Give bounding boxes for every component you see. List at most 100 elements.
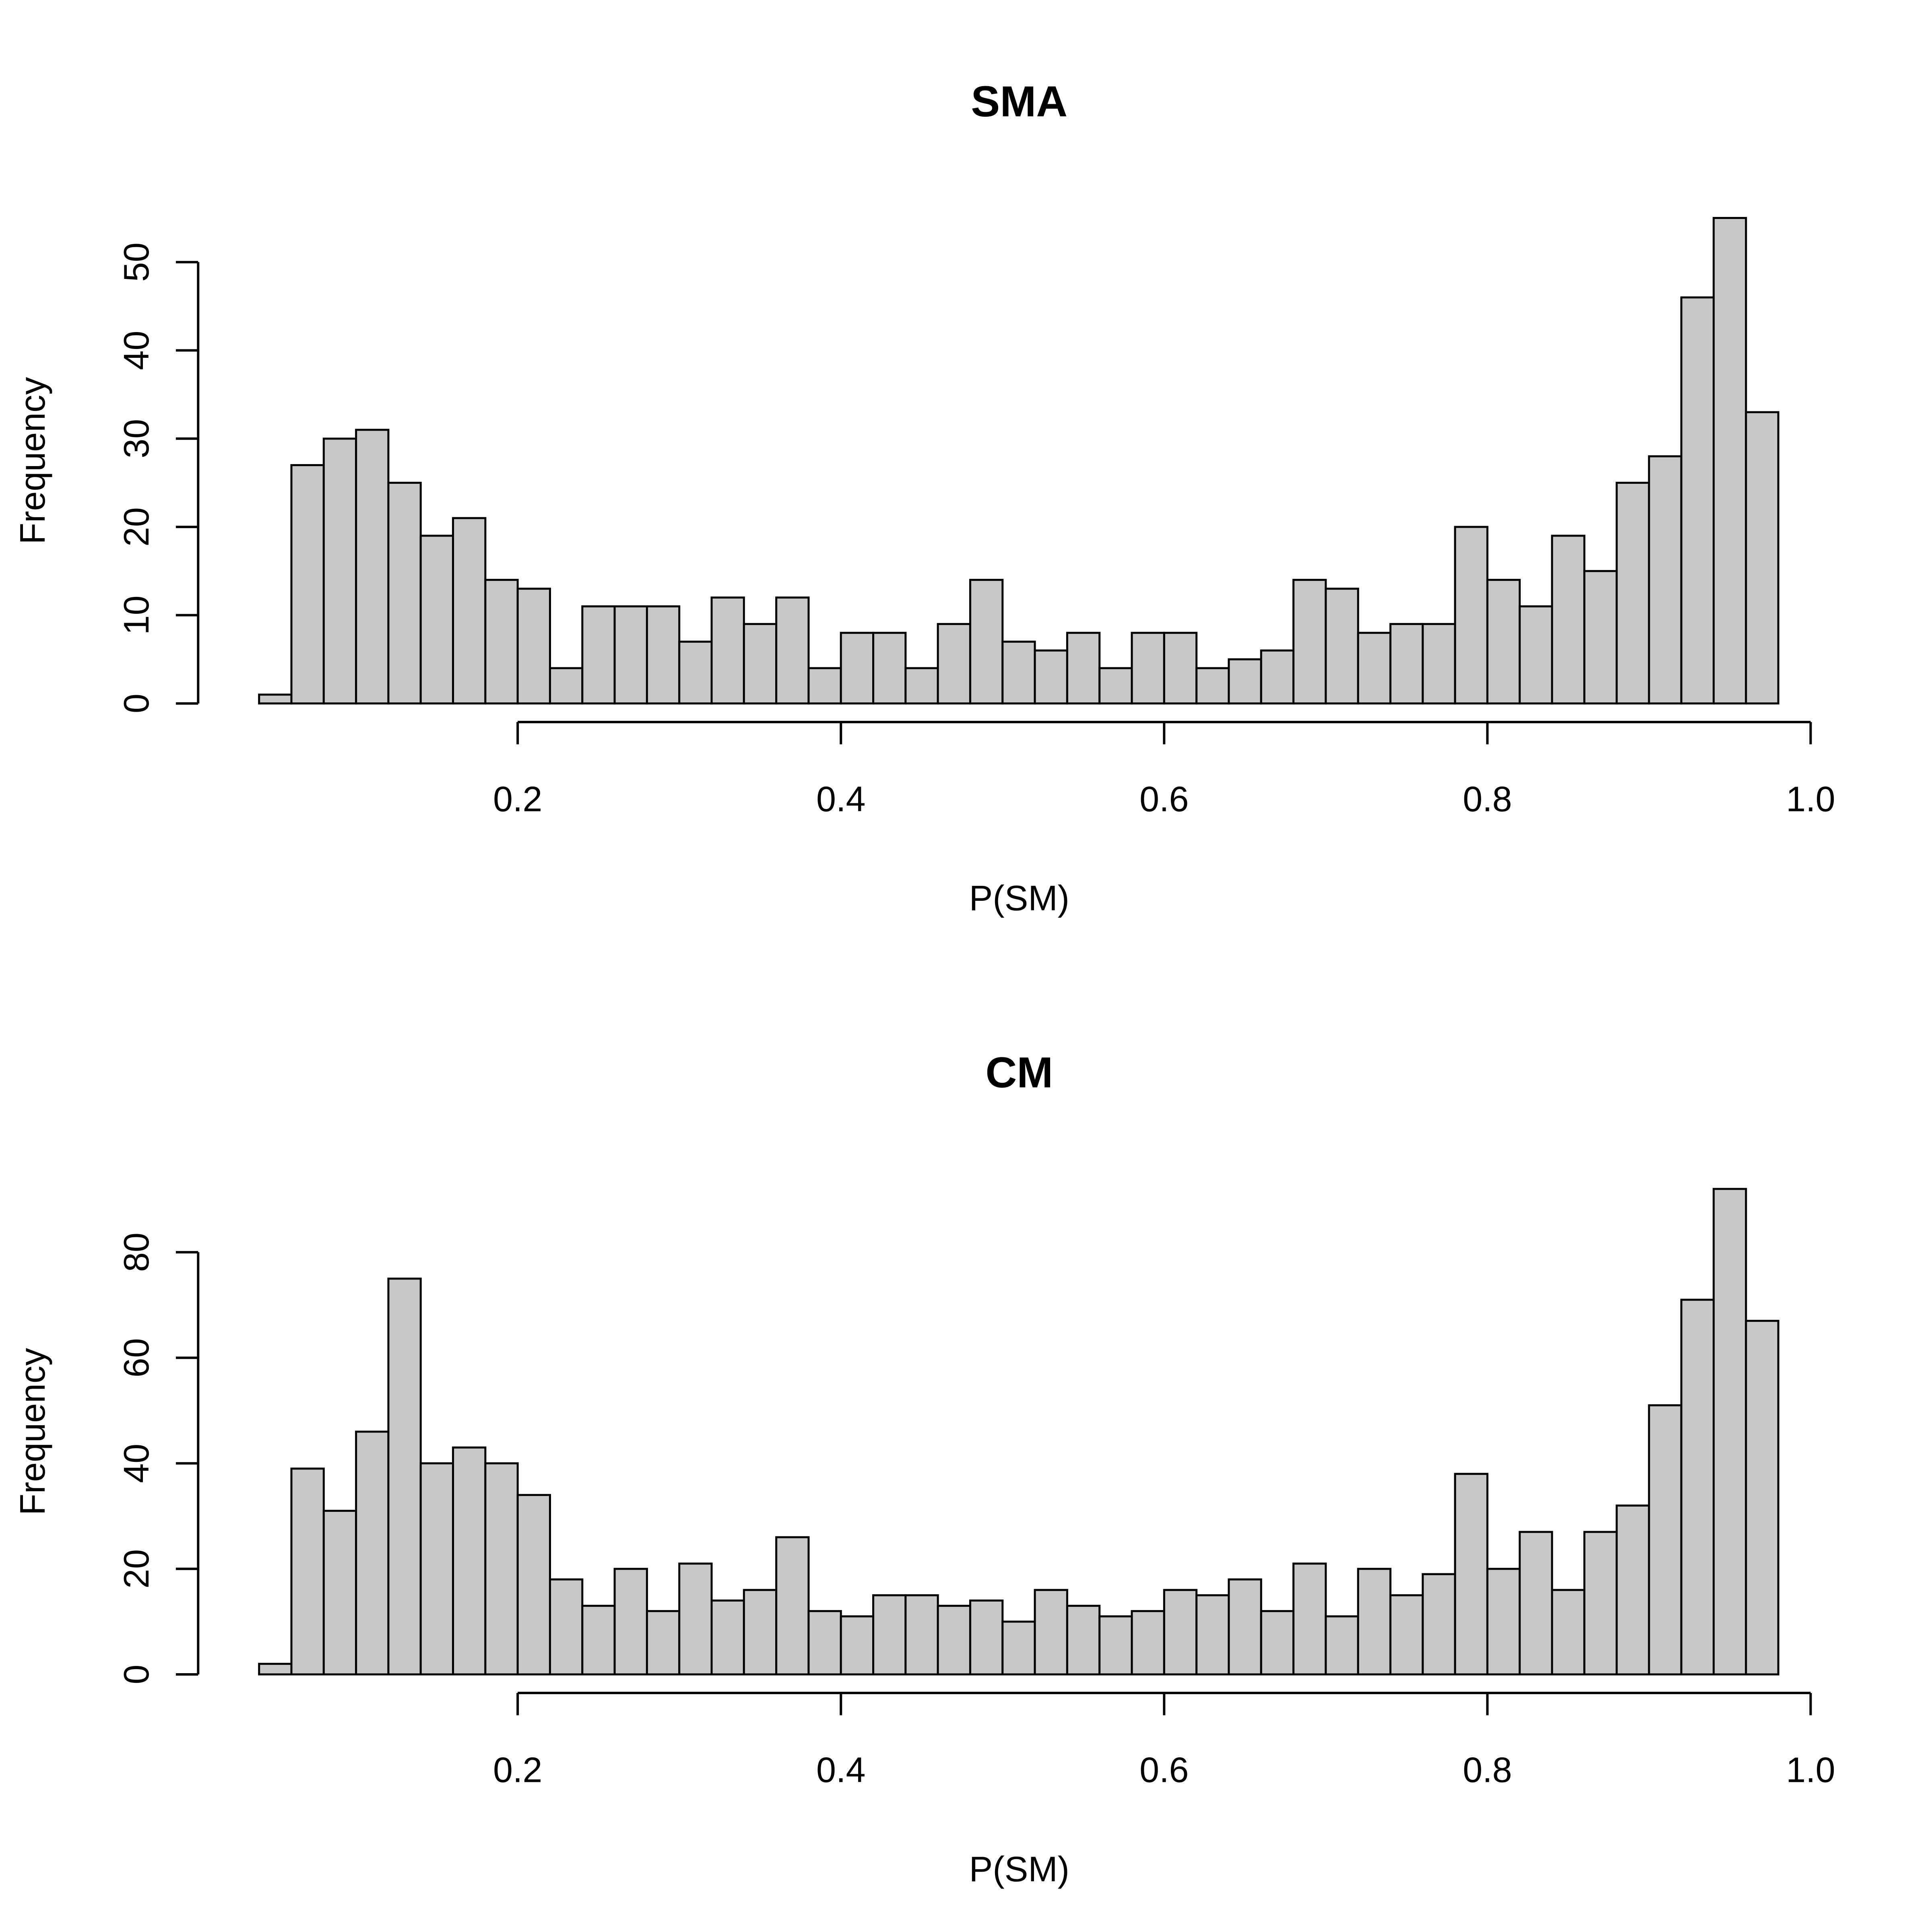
histogram-bar [355, 429, 390, 705]
histogram-bar [1163, 632, 1198, 705]
histogram-bar [1034, 649, 1068, 705]
histogram-bar [549, 1578, 584, 1676]
y-axis-label: Frequency [12, 377, 52, 545]
histogram-bar [1583, 570, 1618, 705]
histogram-bar [290, 1468, 325, 1676]
histogram-bar [1260, 1610, 1295, 1676]
histogram-bar [775, 597, 810, 705]
histogram-bar [1066, 1605, 1101, 1676]
x-tick-label: 0.8 [1463, 1750, 1512, 1790]
x-tick-label: 0.2 [493, 1750, 542, 1790]
histogram-bar [1195, 1594, 1230, 1676]
histogram-bar [1745, 1320, 1779, 1676]
histogram-bar [1357, 1568, 1391, 1676]
histogram-bar [1486, 1568, 1521, 1676]
histogram-bar [322, 438, 357, 705]
x-tick-label: 0.8 [1463, 779, 1512, 819]
x-axis-label: P(SM) [969, 1849, 1069, 1889]
histogram-bar [1680, 296, 1715, 705]
histogram-bar [710, 597, 745, 705]
histogram-bar [807, 1610, 842, 1676]
histogram-bar [1648, 1404, 1682, 1676]
histogram-bar [1745, 411, 1779, 705]
histogram-bar [1454, 526, 1488, 705]
histogram-bar [1616, 1504, 1650, 1676]
histogram-bar [872, 1594, 907, 1676]
y-tick-label: 20 [116, 507, 156, 547]
chart-title: SMA [971, 77, 1067, 126]
y-tick-label: 40 [116, 1444, 156, 1483]
histogram-bar [1260, 649, 1295, 705]
histogram-bar [613, 1568, 648, 1676]
y-tick-label: 10 [116, 595, 156, 635]
histogram-bar [1001, 1620, 1036, 1676]
histogram-bar [969, 579, 1004, 705]
histogram-panel-cm: 0 20 40 60 80 0.2 0.4 0.6 0.8 1.0 CM P(SM) Frequency [12, 1048, 1835, 1889]
histogram-bar [258, 1663, 293, 1676]
histogram-bar [872, 632, 907, 705]
y-tick-label: 30 [116, 419, 156, 458]
histogram-bar [613, 605, 648, 705]
histogram-bar [419, 535, 454, 705]
histogram-bar [1713, 1188, 1747, 1676]
histogram-bar [1486, 579, 1521, 705]
histogram-bar [1583, 1531, 1618, 1676]
histogram-bar [646, 605, 681, 705]
histogram-bar [1454, 1473, 1488, 1676]
histogram-bar [1357, 632, 1391, 705]
histogram-bar [1034, 1589, 1068, 1676]
histogram-bar [581, 1605, 616, 1676]
y-axis-label: Frequency [12, 1348, 52, 1515]
histogram-bar [322, 1510, 357, 1676]
histogram-bar [1292, 1563, 1327, 1676]
histogram-bar [419, 1462, 454, 1676]
y-tick-label: 80 [116, 1232, 156, 1272]
y-tick-label: 60 [116, 1338, 156, 1377]
histogram-bar [678, 1563, 713, 1676]
histogram-bar [1325, 588, 1359, 705]
histogram-bar [1098, 1615, 1133, 1676]
histogram-bar [452, 517, 487, 705]
histogram-bar [840, 632, 875, 705]
histogram-bar [1519, 1531, 1553, 1676]
histogram-bar [678, 640, 713, 705]
histogram-bar [1098, 667, 1133, 705]
histogram-bar [516, 588, 551, 705]
histogram-bar [937, 623, 971, 705]
histogram-bar [549, 667, 584, 705]
histogram-bar [840, 1615, 875, 1676]
histogram-bar [1131, 632, 1165, 705]
histogram-bar [1228, 658, 1262, 705]
histogram-bar [1551, 535, 1585, 705]
x-tick-label: 1.0 [1786, 1750, 1835, 1790]
x-tick-label: 0.2 [493, 779, 542, 819]
histogram-bar [258, 694, 293, 705]
histogram-bar [969, 1599, 1004, 1676]
histogram-panel-sma: 0 10 20 30 40 50 0.2 0.4 0.6 0.8 1.0 SMA P(SM) Freque… [12, 77, 1835, 918]
histogram-bar [1616, 481, 1650, 705]
histogram-bar [484, 1462, 519, 1676]
y-tick-label: 40 [116, 331, 156, 370]
histogram-bar [1551, 1589, 1585, 1676]
x-tick-label: 0.6 [1139, 779, 1189, 819]
histogram-bar [904, 667, 939, 705]
y-tick-label: 20 [116, 1549, 156, 1589]
chart-title: CM [985, 1048, 1053, 1097]
histogram-bar [484, 579, 519, 705]
y-tick-label: 0 [116, 694, 156, 713]
histogram-bar [1389, 1594, 1424, 1676]
histogram-bar [710, 1599, 745, 1676]
x-axis-label: P(SM) [969, 878, 1069, 918]
histogram-bar [937, 1605, 971, 1676]
histogram-bar [1648, 455, 1682, 705]
histogram-bar [581, 605, 616, 705]
histogram-bar [1066, 632, 1101, 705]
x-tick-label: 0.4 [816, 1750, 865, 1790]
histogram-bar [1519, 605, 1553, 705]
y-tick-label: 0 [116, 1665, 156, 1684]
histogram-bar [743, 623, 778, 705]
histogram-bar [743, 1589, 778, 1676]
histogram-bar [1131, 1610, 1165, 1676]
histogram-bar [1195, 667, 1230, 705]
